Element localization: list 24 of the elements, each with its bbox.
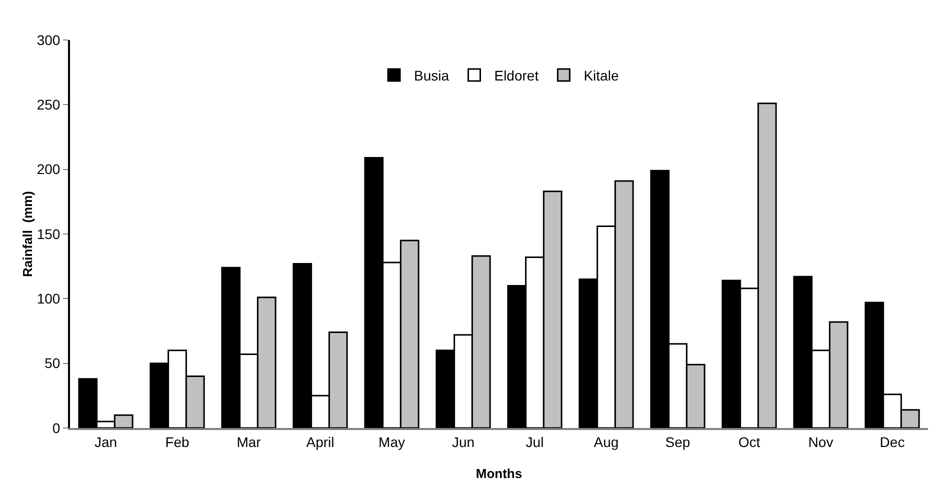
y-tick-label: 250: [36, 96, 60, 113]
x-tick-label: Oct: [738, 434, 760, 450]
y-tick-label: 150: [36, 226, 60, 242]
x-tick-label: Jun: [452, 434, 475, 450]
legend-label: Busia: [414, 67, 450, 84]
x-tick-label: Jul: [526, 434, 544, 450]
legend-label: Kitale: [584, 67, 619, 84]
x-axis-title: Months: [476, 466, 522, 481]
x-tick-label: May: [378, 434, 405, 450]
y-tick-label: 50: [44, 355, 60, 372]
x-tick-label: Aug: [594, 434, 619, 450]
y-tick-label: 0: [52, 420, 60, 436]
x-tick-label: Dec: [880, 434, 905, 450]
x-tick-label: Jan: [94, 434, 118, 450]
y-axis-title: Rainfall (mm): [20, 191, 35, 277]
y-tick-label: 100: [36, 290, 60, 307]
x-tick-label: Mar: [236, 434, 262, 450]
y-tick-label: 300: [36, 32, 60, 48]
x-tick-label: Nov: [808, 434, 834, 450]
x-tick-label: Feb: [165, 434, 190, 450]
y-tick-label: 200: [36, 161, 60, 178]
x-tick-label: Sep: [665, 434, 690, 450]
legend-label: Eldoret: [494, 67, 539, 84]
x-tick-label: April: [306, 434, 334, 450]
